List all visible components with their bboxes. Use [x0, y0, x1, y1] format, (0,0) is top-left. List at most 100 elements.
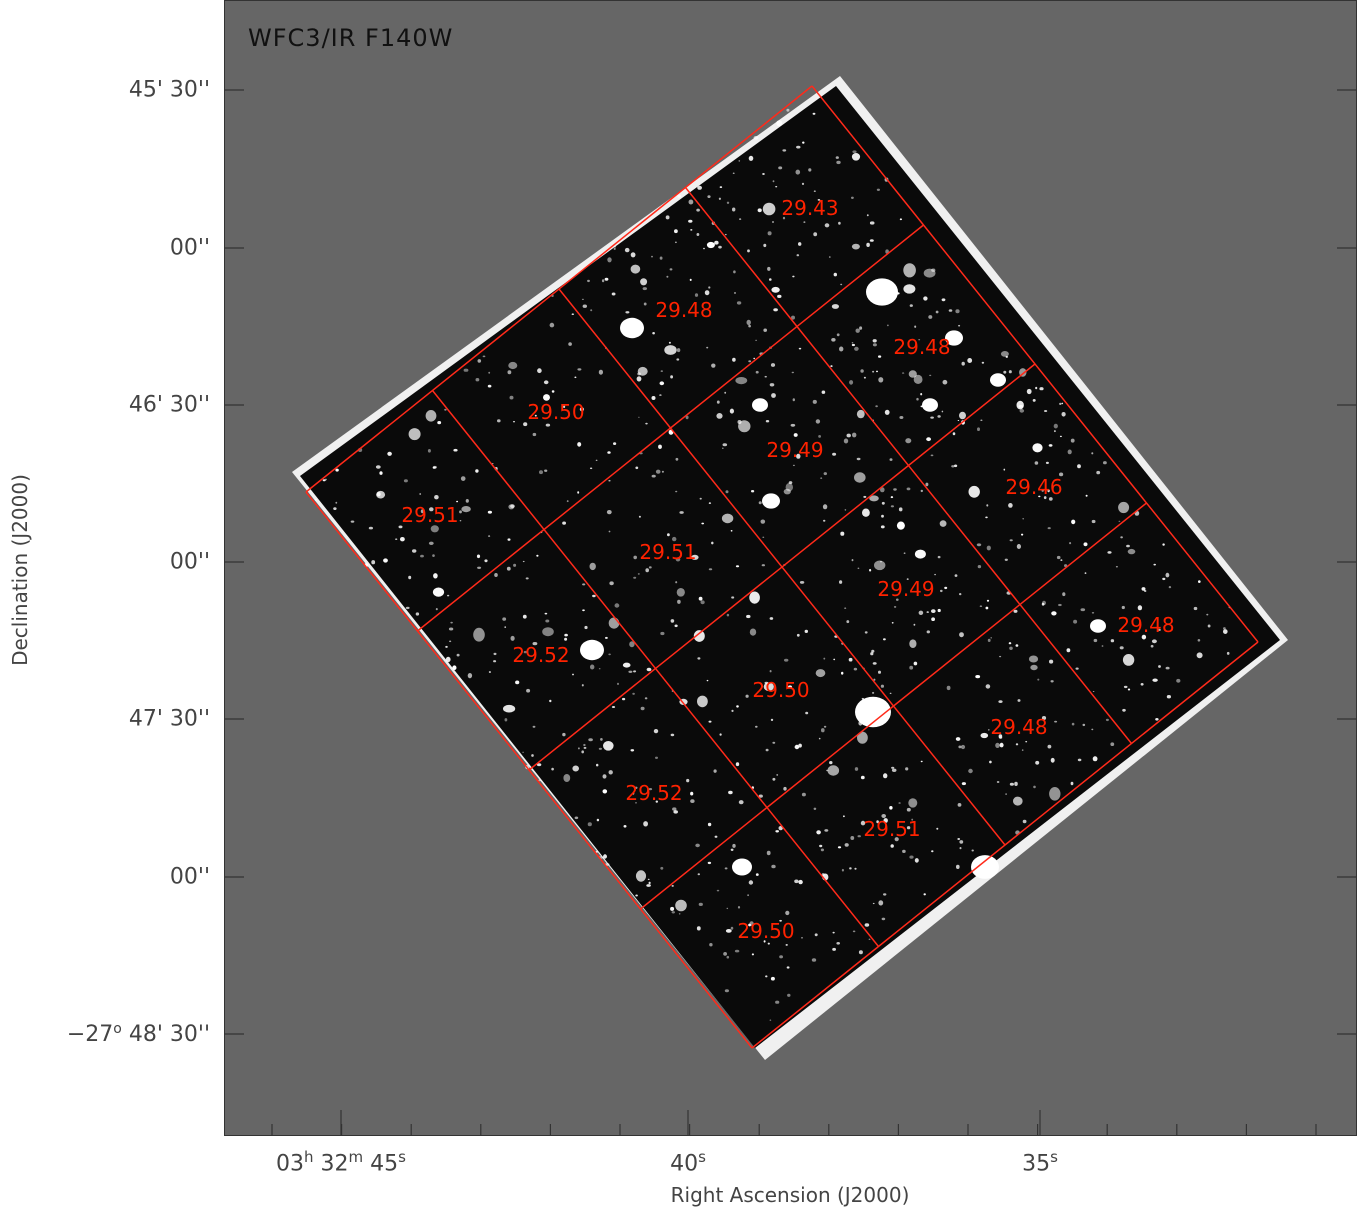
source [531, 754, 534, 757]
source [437, 421, 442, 425]
source [632, 692, 635, 695]
source [794, 879, 799, 884]
source [857, 731, 868, 744]
source [975, 675, 981, 679]
source [630, 749, 635, 752]
source [796, 633, 800, 637]
source [648, 566, 652, 569]
source [986, 504, 989, 507]
source [1049, 659, 1054, 664]
source [655, 756, 658, 759]
image-title: WFC3/IR F140W [248, 24, 454, 52]
source [430, 525, 439, 533]
bright-galaxy [620, 317, 644, 339]
source [894, 837, 899, 842]
source [1054, 720, 1058, 723]
source [579, 407, 585, 412]
ra-tick-label: 35s [1022, 1148, 1058, 1177]
source [1110, 639, 1115, 643]
source [787, 993, 791, 997]
source [1121, 605, 1125, 610]
source [832, 452, 837, 456]
source [488, 535, 491, 537]
source [734, 949, 740, 953]
source [730, 848, 734, 851]
source [1137, 605, 1143, 611]
source [738, 800, 744, 805]
source [449, 640, 452, 643]
source [1101, 645, 1104, 647]
source [812, 399, 817, 404]
source [1044, 410, 1048, 412]
source [872, 691, 875, 694]
source [1150, 644, 1154, 648]
source [846, 433, 851, 438]
source [645, 568, 649, 573]
ra-tick-label: 03h 32m 45s [276, 1148, 406, 1177]
source [906, 487, 911, 491]
source [563, 405, 566, 409]
source [1069, 542, 1072, 545]
source [1041, 716, 1047, 720]
source [677, 599, 681, 604]
source [544, 469, 548, 472]
source [913, 374, 923, 384]
source [583, 746, 587, 749]
source [1033, 785, 1036, 789]
source [714, 835, 718, 838]
source [1022, 518, 1024, 520]
source [763, 328, 767, 332]
source [1226, 651, 1230, 655]
source [832, 947, 836, 951]
source [676, 358, 680, 361]
source [428, 541, 434, 545]
source [420, 554, 424, 558]
source [890, 505, 895, 508]
source [706, 346, 709, 349]
source [920, 489, 923, 493]
source [896, 521, 905, 530]
source [733, 270, 736, 274]
source [646, 667, 652, 672]
source [637, 372, 641, 376]
source [459, 520, 462, 522]
source [732, 207, 736, 212]
source [625, 311, 630, 314]
source [923, 296, 928, 301]
source [869, 495, 879, 502]
source [601, 279, 605, 283]
source [1009, 646, 1013, 650]
source [403, 479, 408, 483]
source [494, 573, 498, 577]
source [880, 561, 882, 563]
source [688, 199, 694, 205]
source [447, 594, 450, 597]
source [1038, 495, 1041, 498]
source [675, 557, 681, 562]
source [1118, 501, 1130, 514]
source [1009, 539, 1013, 542]
source [1080, 608, 1086, 612]
source [425, 410, 437, 422]
source [536, 554, 539, 557]
source [1168, 586, 1172, 589]
source [911, 818, 914, 821]
source [675, 490, 678, 493]
source [860, 820, 866, 826]
source [484, 559, 488, 563]
source [666, 275, 669, 278]
source [765, 748, 769, 752]
source [889, 692, 892, 694]
dec-tick-label: −27o 48' 30'' [66, 1020, 210, 1048]
source [675, 241, 677, 244]
source [589, 467, 593, 470]
source [839, 580, 843, 584]
source [958, 324, 961, 327]
source [722, 447, 724, 449]
source [954, 574, 958, 577]
source [1028, 655, 1039, 663]
source [623, 825, 627, 828]
source [450, 621, 453, 624]
source [763, 243, 767, 248]
